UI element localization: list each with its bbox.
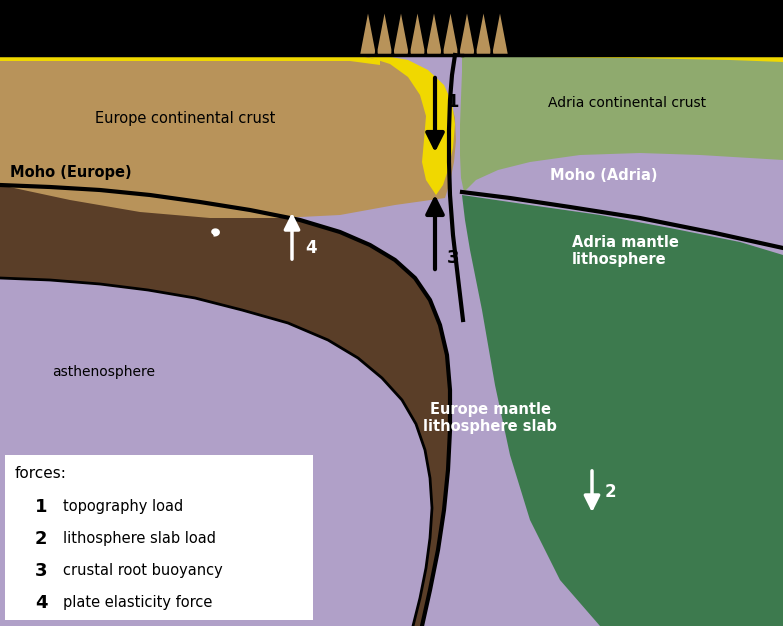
Text: Moho (Europe): Moho (Europe) xyxy=(10,165,132,180)
Text: Europe mantle
lithosphere slab: Europe mantle lithosphere slab xyxy=(423,402,557,434)
Text: asthenosphere: asthenosphere xyxy=(52,365,155,379)
Text: forces:: forces: xyxy=(15,466,67,481)
Polygon shape xyxy=(345,55,455,195)
Polygon shape xyxy=(462,55,783,62)
Text: lithosphere slab load: lithosphere slab load xyxy=(63,531,216,546)
Polygon shape xyxy=(0,55,380,65)
Text: topography load: topography load xyxy=(63,500,183,515)
Polygon shape xyxy=(0,185,450,626)
Text: Moho (Adria): Moho (Adria) xyxy=(550,168,658,183)
Polygon shape xyxy=(358,8,510,55)
Polygon shape xyxy=(462,195,783,626)
Text: 1: 1 xyxy=(447,93,460,111)
Text: 3: 3 xyxy=(447,249,460,267)
FancyBboxPatch shape xyxy=(5,455,313,620)
Text: 4: 4 xyxy=(305,239,316,257)
Text: Adria continental crust: Adria continental crust xyxy=(548,96,706,110)
Text: 1: 1 xyxy=(35,498,48,516)
Text: Adria mantle
lithosphere: Adria mantle lithosphere xyxy=(572,235,679,267)
Text: 2: 2 xyxy=(35,530,48,548)
Text: 4: 4 xyxy=(35,594,48,612)
Text: 3: 3 xyxy=(35,562,48,580)
Polygon shape xyxy=(0,55,456,218)
Text: plate elasticity force: plate elasticity force xyxy=(63,595,212,610)
Text: 2: 2 xyxy=(605,483,617,501)
Text: Europe continental crust: Europe continental crust xyxy=(95,111,276,125)
Polygon shape xyxy=(460,55,783,192)
Polygon shape xyxy=(0,55,783,626)
Text: crustal root buoyancy: crustal root buoyancy xyxy=(63,563,222,578)
